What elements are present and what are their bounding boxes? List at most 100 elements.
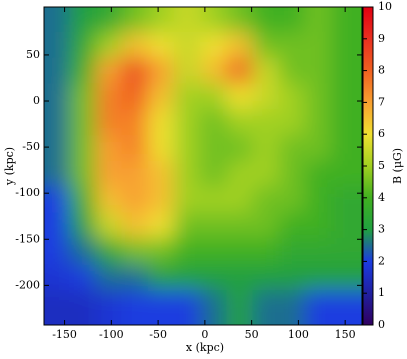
- heatmap-cell: [174, 187, 202, 215]
- heatmap-cell: [122, 135, 150, 163]
- colorbar-tick-label: 0: [378, 318, 385, 331]
- y-tick-label: -200: [15, 278, 40, 291]
- y-tick-label: 0: [33, 94, 40, 107]
- x-tick-label: 100: [288, 328, 309, 341]
- heatmap-cell: [305, 109, 333, 137]
- heatmap-cell: [226, 264, 254, 292]
- heatmap-cell: [226, 109, 254, 137]
- heatmap-cell: [253, 264, 281, 292]
- heatmap-cell: [253, 109, 281, 137]
- colorbar-tick-label: 5: [378, 159, 385, 172]
- heatmap-cell: [174, 135, 202, 163]
- heatmap-cell: [174, 264, 202, 292]
- heatmap-cell: [226, 187, 254, 215]
- heatmap-cell: [69, 187, 97, 215]
- heatmap-cell: [122, 161, 150, 189]
- heatmap-cell: [279, 135, 307, 163]
- heatmap-cell: [253, 187, 281, 215]
- heatmap-cell: [279, 187, 307, 215]
- heatmap-cell: [174, 212, 202, 240]
- heatmap-cell: [253, 58, 281, 86]
- heatmap-cell: [200, 161, 228, 189]
- heatmap-cell: [69, 0, 97, 34]
- heatmap-cell: [148, 0, 176, 34]
- heatmap-cell: [148, 135, 176, 163]
- heatmap-cell: [253, 83, 281, 111]
- colorbar-tick-label: 7: [378, 95, 385, 108]
- heatmap-cell: [148, 187, 176, 215]
- colorbar-tick-label: 9: [378, 32, 385, 45]
- y-axis-label: y (kpc): [3, 147, 16, 186]
- heatmap-cell: [305, 83, 333, 111]
- heatmap-cell: [69, 264, 97, 292]
- heatmap-cell: [279, 58, 307, 86]
- heatmap-cell: [305, 32, 333, 60]
- heatmap-cell: [122, 212, 150, 240]
- heatmap-cell: [148, 58, 176, 86]
- heatmap-cell: [200, 264, 228, 292]
- heatmap-cell: [174, 109, 202, 137]
- heatmap-cell: [95, 0, 123, 34]
- heatmap-cell: [226, 58, 254, 86]
- heatmap-cell: [200, 32, 228, 60]
- heatmap-cell: [200, 135, 228, 163]
- heatmap-cell: [148, 212, 176, 240]
- heatmap-cell: [69, 58, 97, 86]
- heatmap-cell: [305, 58, 333, 86]
- colorbar-label: B (μG): [391, 148, 404, 184]
- heatmap-cell: [305, 264, 333, 292]
- heatmap-cell: [95, 109, 123, 137]
- heatmap-cell: [69, 161, 97, 189]
- heatmap-cell: [200, 238, 228, 266]
- heatmap-cell: [279, 0, 307, 34]
- colorbar-tick-label: 4: [378, 191, 385, 204]
- heatmap-cell: [305, 187, 333, 215]
- heatmap-cell: [226, 135, 254, 163]
- colorbar-tick-label: 6: [378, 127, 385, 140]
- heatmap-cell: [279, 161, 307, 189]
- heatmap-cell: [95, 238, 123, 266]
- heatmap-cell: [69, 109, 97, 137]
- heatmap-cell: [226, 83, 254, 111]
- heatmap-cell: [95, 32, 123, 60]
- heatmap-cell: [174, 32, 202, 60]
- heatmap-cell: [253, 0, 281, 34]
- heatmap-cell: [3, 0, 71, 34]
- heatmap-cell: [200, 0, 228, 34]
- heatmap: [3, 0, 399, 358]
- heatmap-cell: [95, 264, 123, 292]
- heatmap-cell: [174, 83, 202, 111]
- heatmap-cell: [69, 290, 97, 358]
- heatmap-cell: [174, 161, 202, 189]
- heatmap-cell: [279, 109, 307, 137]
- heatmap-cell: [95, 290, 123, 358]
- x-tick-label: -50: [149, 328, 167, 341]
- colorbar-tick-label: 1: [378, 286, 385, 299]
- colorbar-tick-label: 2: [378, 254, 385, 267]
- heatmap-cell: [279, 32, 307, 60]
- y-tick-label: -100: [15, 186, 40, 199]
- heatmap-cell: [200, 83, 228, 111]
- heatmap-cell: [279, 264, 307, 292]
- heatmap-cell: [305, 161, 333, 189]
- heatmap-cell: [279, 290, 307, 358]
- heatmap-cell: [148, 290, 176, 358]
- heatmap-cell: [279, 212, 307, 240]
- heatmap-cell: [122, 187, 150, 215]
- y-tick-label: -150: [15, 232, 40, 245]
- heatmap-cell: [95, 135, 123, 163]
- heatmap-cell: [305, 0, 333, 34]
- heatmap-cell: [253, 161, 281, 189]
- heatmap-cell: [69, 83, 97, 111]
- heatmap-cell: [122, 290, 150, 358]
- heatmap-cell: [200, 58, 228, 86]
- x-tick-label: 50: [245, 328, 259, 341]
- heatmap-cell: [174, 58, 202, 86]
- heatmap-cell: [122, 0, 150, 34]
- y-tick-label: -50: [22, 140, 40, 153]
- heatmap-cell: [174, 0, 202, 34]
- heatmap-cell: [226, 0, 254, 34]
- heatmap-cell: [3, 290, 71, 358]
- heatmap-cell: [95, 58, 123, 86]
